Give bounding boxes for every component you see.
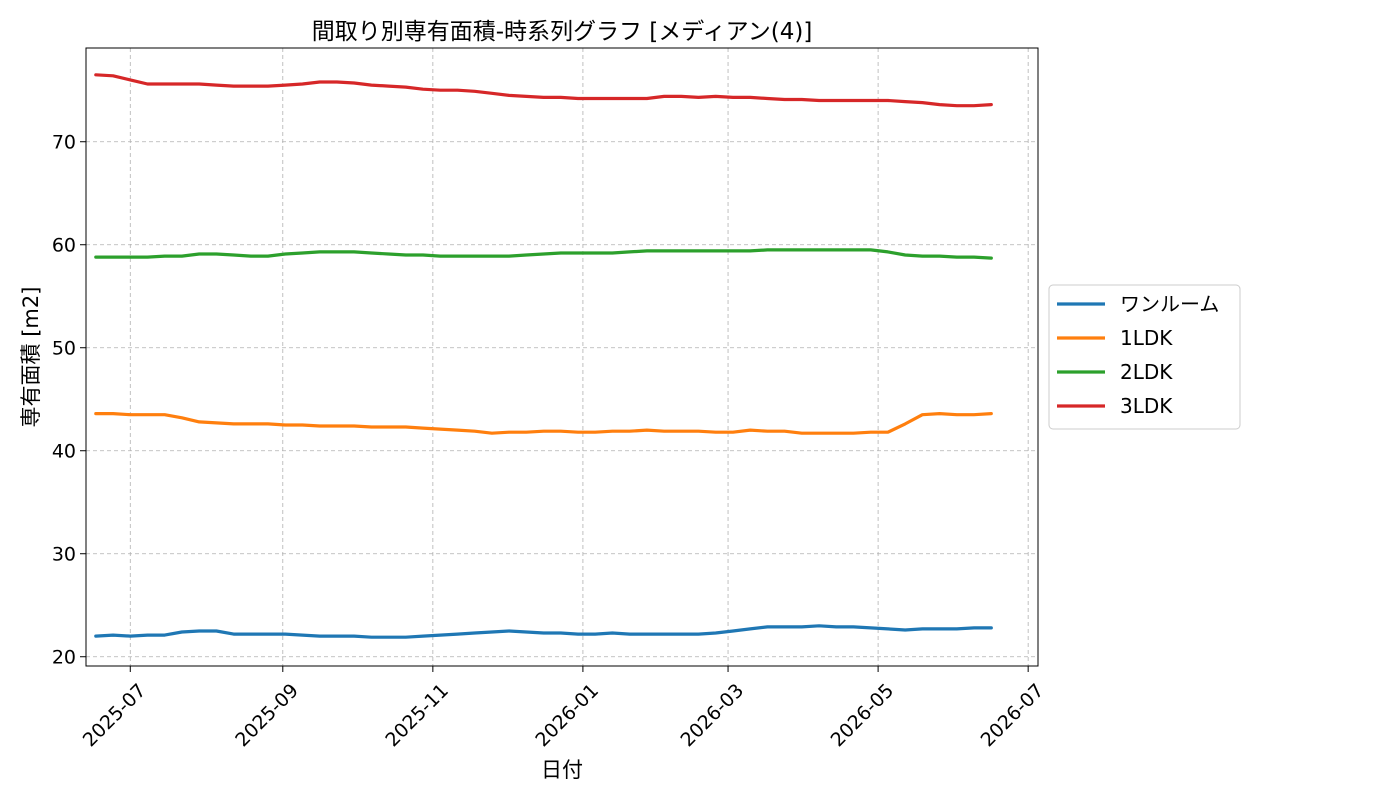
series-lines [94, 73, 993, 639]
grid [86, 48, 1038, 666]
x-axis: 2025-07 2025-09 2025-11 2026-01 2026-03 2026-… [79, 666, 1049, 752]
x-tick-label: 2026-03 [677, 680, 749, 752]
series-line-3LDK [94, 73, 993, 108]
series-line-1LDK [94, 412, 993, 435]
legend-label: ワンルーム [1120, 292, 1219, 316]
series-line-ワンルーム [94, 624, 993, 639]
x-tick-label: 2025-11 [381, 680, 453, 752]
y-axis-label: 専有面積 [m2] [19, 287, 43, 428]
legend-label: 2LDK [1120, 360, 1173, 384]
series-line-2LDK [94, 248, 993, 260]
x-tick-label: 2025-09 [231, 680, 303, 752]
y-tick-label: 70 [52, 132, 76, 154]
x-tick-label: 2026-07 [977, 680, 1049, 752]
legend-label: 3LDK [1120, 394, 1173, 418]
x-tick-label: 2026-01 [531, 680, 603, 752]
y-tick-label: 50 [52, 338, 76, 360]
x-tick-label: 2025-07 [79, 680, 151, 752]
y-tick-label: 30 [52, 544, 76, 566]
y-axis: 20 30 40 50 60 70 [52, 132, 86, 669]
y-tick-label: 60 [52, 235, 76, 257]
legend-label: 1LDK [1120, 326, 1173, 350]
plot-frame [85, 47, 1039, 667]
chart-title: 間取り別専有面積-時系列グラフ [メディアン(4)] [312, 19, 813, 45]
x-axis-label: 日付 [541, 758, 583, 782]
x-tick-label: 2026-05 [827, 680, 899, 752]
y-tick-label: 20 [52, 647, 76, 669]
legend-box [1048, 284, 1241, 430]
y-tick-label: 40 [52, 441, 76, 463]
legend: ワンルーム 1LDK 2LDK 3LDK [1048, 284, 1241, 430]
